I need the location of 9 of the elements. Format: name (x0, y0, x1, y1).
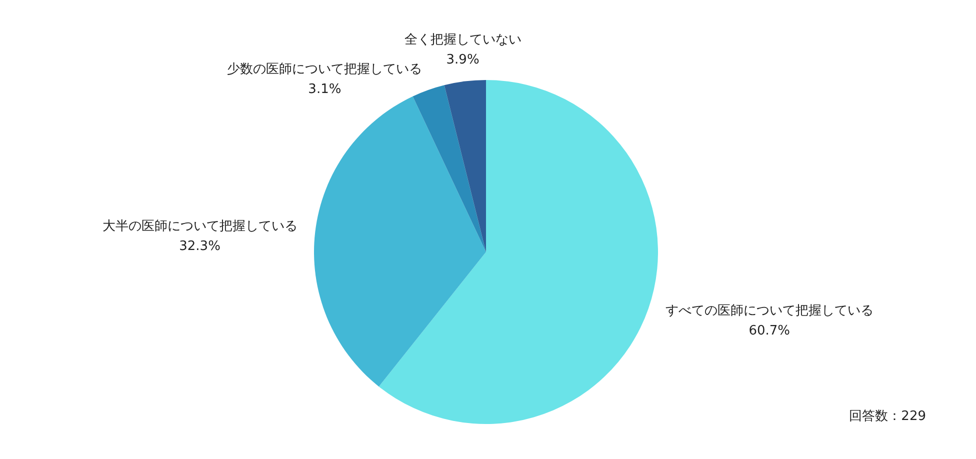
slice-label: 大半の医師について把握している (102, 218, 298, 234)
data-label: 60.7% (748, 324, 790, 339)
text: 回答数：229 (849, 409, 926, 424)
slice-label: 全く把握していない (404, 32, 522, 48)
data-label: 3.1% (308, 82, 342, 98)
data-label: 32.3% (179, 238, 220, 254)
data-label: 3.9% (446, 52, 480, 68)
slice-label: すべての医師について把握している (665, 304, 874, 319)
slice-label: 少数の医師について把握している (227, 62, 422, 78)
